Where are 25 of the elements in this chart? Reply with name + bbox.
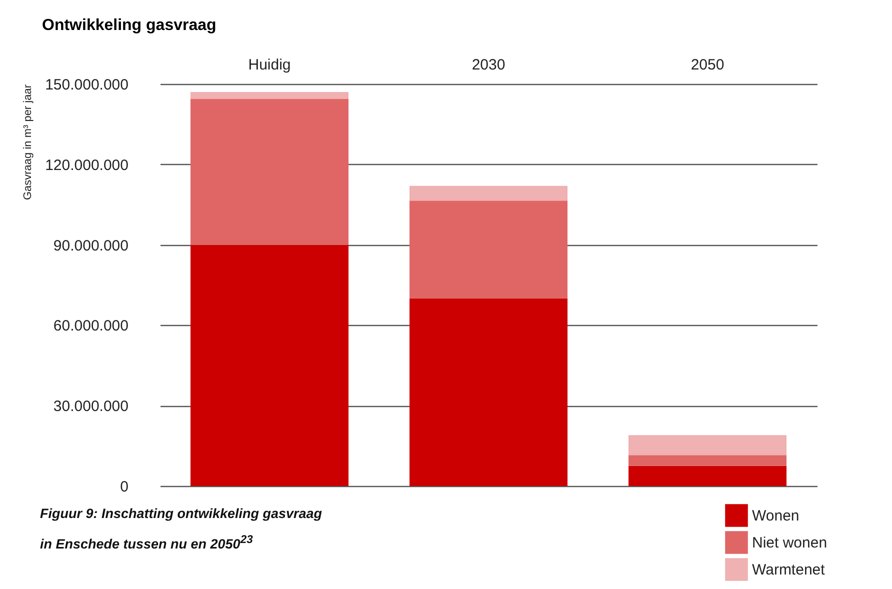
y-tick-label: 150.000.000 <box>45 76 128 94</box>
x-tick-label: 2050 <box>690 56 724 74</box>
legend-label: Wonen <box>752 508 800 524</box>
legend-label: Niet wonen <box>752 534 828 552</box>
x-tick-label: Huidig <box>248 56 291 74</box>
bar <box>628 466 786 486</box>
y-tick-label: 30.000.000 <box>53 398 128 416</box>
bar <box>190 244 348 486</box>
y-tick-label: 60.000.000 <box>53 318 128 335</box>
bar <box>410 200 568 298</box>
bar <box>410 186 568 201</box>
bar <box>190 98 348 245</box>
x-tick-label: 2030 <box>472 56 506 74</box>
y-tick-label: 90.000.000 <box>53 237 128 254</box>
legend-label: Warmtenet <box>752 562 826 578</box>
bar <box>190 92 348 99</box>
chart-title: Ontwikkeling gasvraag <box>42 17 216 34</box>
y-tick-label: 120.000.000 <box>45 156 128 174</box>
bar <box>410 298 568 486</box>
text: in Enschede tussen nu en 2050$^{23}$ <box>40 534 254 552</box>
text: Figuur 9: Inschatting ontwikkeling gasvraag <box>40 506 322 521</box>
y-tick-label: 0 <box>120 478 128 496</box>
y-axis-title: Gasvraag in m³ per jaar <box>22 84 34 200</box>
bar <box>628 435 786 456</box>
bar <box>628 455 786 466</box>
